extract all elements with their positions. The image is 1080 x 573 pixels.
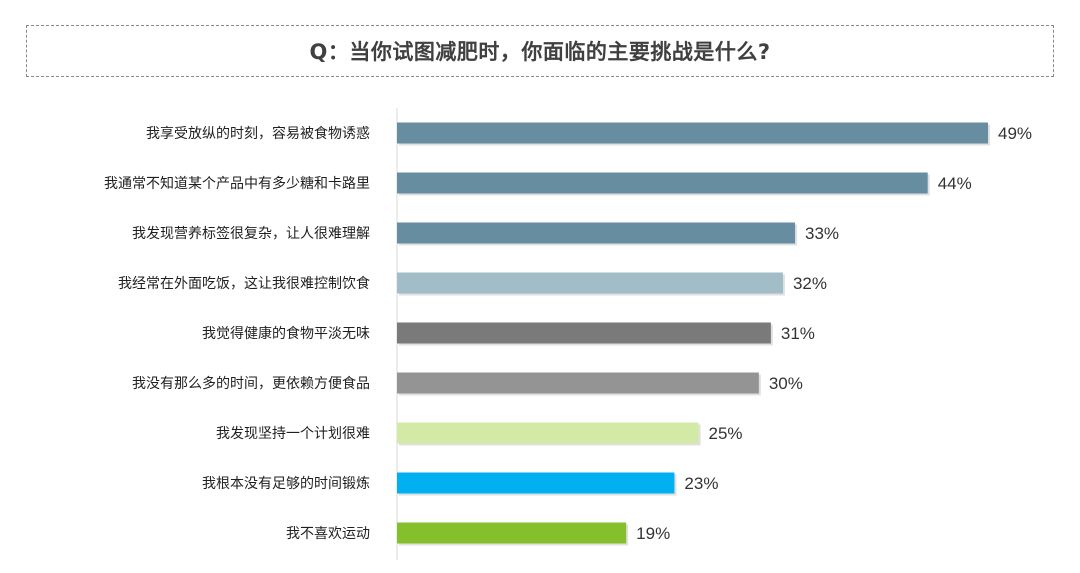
value-label: 19%: [636, 524, 670, 543]
bar-4: [397, 272, 783, 294]
value-label: 31%: [781, 324, 815, 343]
value-label: 44%: [938, 174, 972, 193]
bars-group: 我享受放纵的时刻，容易被食物诱惑 49% 我通常不知道某个产品中有多少糖和卡路里 44…: [104, 122, 1032, 546]
bar-2: [397, 172, 928, 194]
chart-title: Q：当你试图减肥时，你面临的主要挑战是什么?: [309, 40, 771, 64]
bar-6: [397, 372, 759, 394]
title-box: Q：当你试图减肥时，你面临的主要挑战是什么?: [26, 25, 1054, 77]
bar-5: [397, 322, 771, 344]
value-label: 25%: [709, 424, 743, 443]
value-label: 23%: [684, 474, 718, 493]
category-label: 我通常不知道某个产品中有多少糖和卡路里: [104, 175, 370, 192]
bar-9: [397, 522, 627, 544]
bar-7: [397, 422, 699, 444]
category-label: 我觉得健康的食物平淡无味: [202, 325, 370, 342]
bar-8: [397, 472, 675, 494]
value-label: 32%: [793, 274, 827, 293]
value-label: 33%: [805, 224, 839, 243]
bar-1: [397, 122, 988, 144]
category-label: 我经常在外面吃饭，这让我很难控制饮食: [118, 275, 370, 292]
value-label: 49%: [998, 124, 1032, 143]
bar-3: [397, 222, 796, 244]
category-label: 我不喜欢运动: [286, 526, 370, 542]
category-label: 我享受放纵的时刻，容易被食物诱惑: [146, 125, 370, 142]
category-label: 我发现营养标签很复杂，让人很难理解: [132, 225, 370, 242]
category-label: 我根本没有足够的时间锻炼: [202, 476, 370, 492]
category-label: 我发现坚持一个计划很难: [216, 426, 370, 442]
category-label: 我没有那么多的时间，更依赖方便食品: [132, 375, 370, 392]
value-label: 30%: [769, 374, 803, 393]
